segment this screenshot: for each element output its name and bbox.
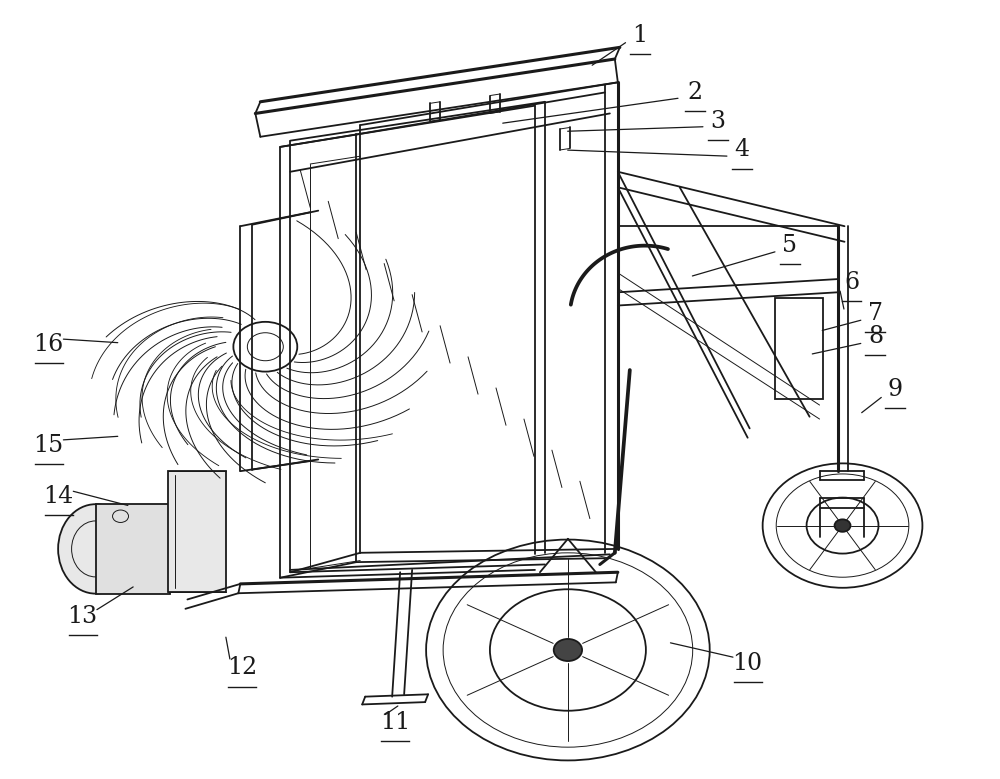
Text: 4: 4 [734, 139, 749, 161]
Text: 8: 8 [868, 325, 883, 348]
Text: 11: 11 [380, 710, 410, 734]
Bar [96, 504, 170, 594]
Text: 2: 2 [687, 81, 702, 104]
Text: 13: 13 [68, 605, 98, 628]
Bar [775, 298, 823, 399]
Circle shape [554, 639, 582, 661]
Text: 6: 6 [844, 270, 859, 294]
Ellipse shape [58, 504, 133, 594]
Text: 15: 15 [34, 434, 64, 457]
Text: 14: 14 [43, 485, 74, 509]
Text: 3: 3 [710, 110, 725, 132]
Bar [168, 471, 226, 592]
Text: 5: 5 [782, 234, 797, 257]
Text: 9: 9 [888, 378, 903, 401]
Circle shape [835, 520, 851, 532]
Text: 12: 12 [227, 657, 257, 679]
Text: 16: 16 [34, 333, 64, 356]
Text: 10: 10 [733, 652, 763, 675]
Text: 1: 1 [632, 24, 647, 48]
Text: 7: 7 [868, 301, 883, 325]
